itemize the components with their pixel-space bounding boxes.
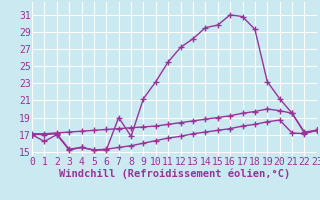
X-axis label: Windchill (Refroidissement éolien,°C): Windchill (Refroidissement éolien,°C) xyxy=(59,169,290,179)
